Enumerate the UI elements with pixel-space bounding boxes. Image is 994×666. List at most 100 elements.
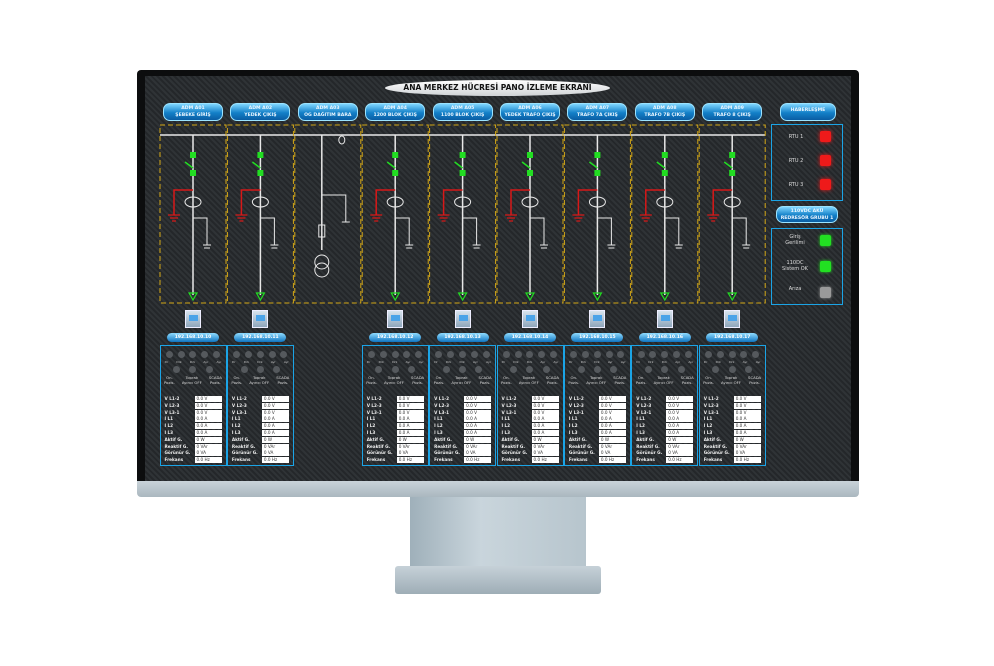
measurement-row: V L1-2 0.0 V (232, 396, 290, 402)
measurement-label: I L3 (703, 430, 713, 435)
position-label: On. Pozis. (366, 375, 377, 385)
relay-device-icon[interactable] (454, 310, 471, 328)
measurement-label: I L1 (434, 416, 443, 422)
ct-icon (521, 196, 539, 208)
measurement-row: I L2 0.0 A (367, 423, 425, 430)
earth-switch (442, 189, 463, 215)
position-label: On. Pozis. (568, 375, 580, 385)
breaker-icon (392, 170, 399, 176)
measurement-label: I L1 (231, 416, 241, 422)
disconnector-icon (190, 152, 196, 158)
measurement-row: V L2-3 0.0 V (569, 402, 627, 409)
bay-measurement-panel: Dr Drk Drk Ayr Ayr On. Pozis. Toprak Ayırıcı O… (361, 345, 429, 466)
status-lamp (403, 351, 411, 358)
relay-device-icon[interactable] (589, 310, 606, 328)
status-lamp (582, 351, 590, 358)
position-lamp (542, 366, 550, 373)
measurement-row: Aktif G. 0 W (502, 436, 560, 443)
bay-frame (361, 124, 429, 304)
breaker-icon (729, 170, 736, 176)
relay-device-icon[interactable] (522, 310, 538, 328)
measurement-label: Aktif G. (164, 436, 183, 442)
ground-icon (540, 244, 548, 249)
relay-device-icon[interactable] (656, 310, 673, 328)
lamp-label: Drk (513, 360, 519, 364)
cable-end-arrow (457, 292, 468, 302)
ground-icon (472, 244, 481, 249)
measurement-label: Reaktif G. (164, 443, 188, 449)
bay-frame (631, 124, 699, 304)
measurement-value: 0.0 A (598, 430, 626, 436)
coil-icon (318, 224, 326, 238)
measurement-value: 0.0 A (598, 416, 626, 423)
lamp-label: Ayr (755, 360, 761, 364)
status-lamp (752, 351, 760, 358)
vt-branch (530, 217, 545, 245)
bay-button-2[interactable]: ADM A02 YEDEK ÇIKIŞ (230, 103, 291, 121)
cable-end-arrow (390, 292, 401, 302)
bay-button-9[interactable]: ADM A09 TRAFO 8 ÇIKIŞ (702, 103, 763, 121)
position-label: Toprak Ayırıcı OFF (721, 375, 741, 385)
bay-button-5[interactable]: ADM A05 1100 BLOK ÇIKIŞ (432, 103, 493, 121)
measurement-value: 0.0 V (531, 402, 559, 409)
relay-device-icon[interactable] (185, 310, 201, 328)
bay-button-1[interactable]: ADM A01 ŞEBEKE GİRİŞ (163, 103, 223, 121)
measurement-value: 0.0 V (194, 409, 222, 416)
breaker-icon (656, 161, 666, 169)
measurement-label: Görünür G. (501, 450, 528, 456)
bay-button-4[interactable]: ADM A04 1200 BLOK ÇIKIŞ (365, 103, 426, 121)
communication-button[interactable]: HABERLEŞME (780, 103, 836, 121)
battery-group-button[interactable]: 110VDC AKÜ REDRESÖR GRUBU 1 (776, 206, 838, 223)
measurement-row: V L2-3 0.0 V (434, 402, 492, 409)
status-lamp (538, 351, 546, 358)
status-lamp (673, 351, 681, 358)
cable-end-arrow (187, 292, 199, 302)
relay-device-icon[interactable] (724, 310, 741, 328)
measurement-row: I L1 0.0 A (636, 416, 694, 423)
bay-button-7[interactable]: ADM A07 TRAFO 7A ÇIKIŞ (567, 103, 628, 121)
measurement-value: 0.0 A (666, 416, 694, 423)
measurement-row: V L2-3 0.0 V (636, 402, 694, 409)
measurement-row: Aktif G. 0 W (164, 436, 223, 443)
status-lamp (435, 351, 443, 358)
measurement-label: I L1 (636, 416, 645, 422)
position-lamp (256, 366, 264, 373)
measurement-value: 0.0 V (396, 402, 424, 409)
measurement-row: V L1-2 0.0 V (367, 396, 425, 402)
lamp-label: Drk (445, 360, 452, 364)
measurement-value: 0.0 V (396, 396, 424, 402)
relay-device-icon[interactable] (252, 310, 269, 328)
measurement-row: Reaktif G. 0 VAr (704, 443, 762, 450)
bay-button-3[interactable]: ADM A03 OG DAĞITIM BARA (297, 103, 358, 121)
measurement-value: 0 VAr (733, 443, 761, 450)
breaker-icon (594, 170, 601, 176)
measurement-label: V L1-2 (366, 396, 382, 401)
bay-measurement-panel: Dr Drk Drk Ayr Ayr On. Pozis. Toprak Ayırıcı O… (496, 345, 564, 466)
breaker-icon (386, 161, 396, 169)
measurement-label: I L3 (231, 430, 241, 435)
measurement-row: Reaktif G. 0 VAr (232, 443, 290, 450)
bay-code: ADM A08 (653, 106, 677, 111)
breaker-icon (184, 161, 194, 169)
measurement-row: V L1-2 0.0 V (165, 396, 223, 402)
lamp-label: Drk (378, 360, 384, 364)
relay-device-icon[interactable] (387, 310, 404, 328)
breaker-icon (190, 170, 196, 176)
measurement-value: 0.0 Hz (666, 457, 694, 464)
ip-label: 192.168.10.10 (167, 333, 219, 342)
measurement-row: Reaktif G. 0 VAr (569, 443, 627, 450)
bay-measurement-panel: Dr Drk Drk Ayr Ayr On. Pozis. Toprak Ayırıcı O… (159, 345, 227, 466)
bay-measurement-panel: Dr Drk Drk Ayr Ayr On. Pozis. Toprak Ayırıcı O… (429, 345, 497, 466)
bay-name: 1100 BLOK ÇIKIŞ (440, 112, 485, 118)
measurement-value: 0.0 V (598, 409, 626, 416)
measurement-value: 0.0 V (666, 396, 694, 402)
measurement-label: V L1-2 (231, 396, 247, 401)
lamp-label: Dr (703, 360, 708, 364)
bay-button-6[interactable]: ADM A06 YEDEK TRAFO ÇIKIŞ (500, 103, 560, 121)
bay-button-8[interactable]: ADM A08 TRAFO 7B ÇIKIŞ (634, 103, 695, 121)
measurement-label: Frekans (568, 457, 588, 463)
bay-name: 1200 BLOK ÇIKIŞ (373, 112, 417, 118)
earth-switch (173, 189, 193, 215)
measurement-row: Aktif G. 0 W (704, 436, 762, 443)
